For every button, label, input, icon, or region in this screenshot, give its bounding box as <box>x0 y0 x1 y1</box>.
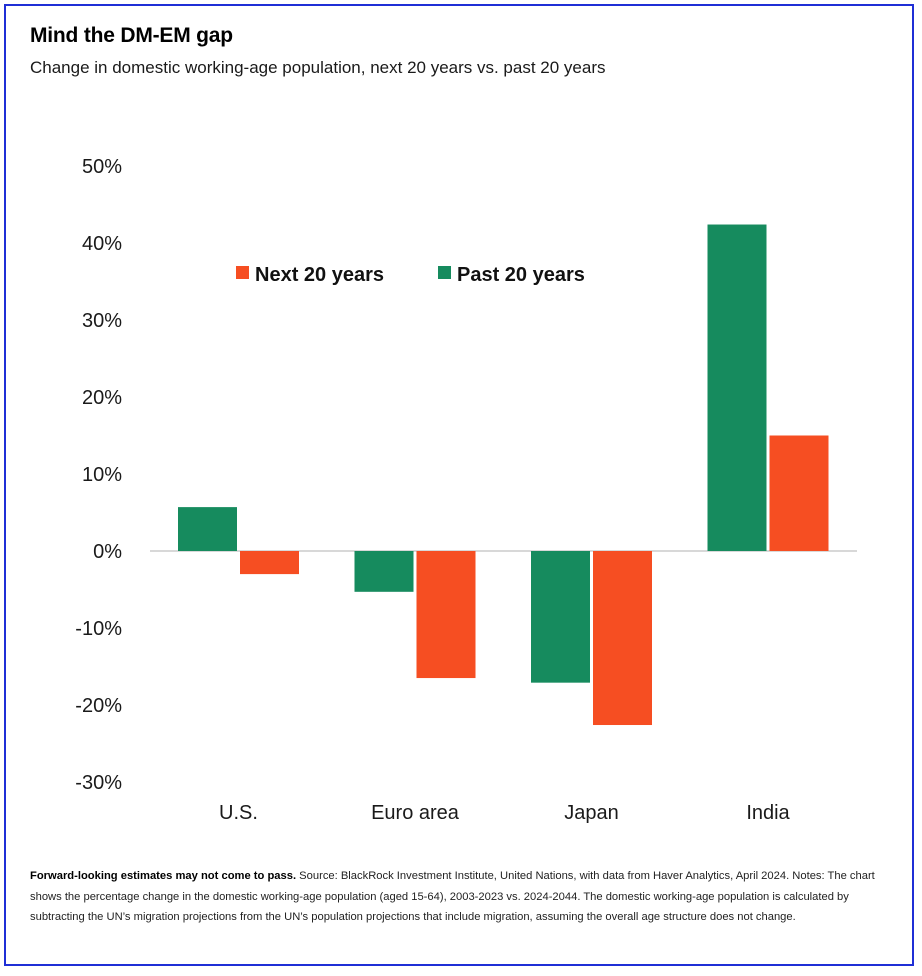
legend-swatch <box>438 266 451 279</box>
bars <box>178 224 829 726</box>
x-tick-label: Japan <box>564 802 619 824</box>
y-tick-label: 0% <box>93 541 122 563</box>
y-tick-label: 50% <box>82 156 122 178</box>
bar-u-s-next <box>240 551 299 575</box>
footnote-text: Source: BlackRock Investment Institute, … <box>30 870 875 923</box>
x-tick-label: Euro area <box>371 802 460 824</box>
y-tick-label: 10% <box>82 464 122 486</box>
y-tick-label: 20% <box>82 387 122 409</box>
y-tick-label: 40% <box>82 233 122 255</box>
x-tick-label: India <box>746 802 790 824</box>
bar-india-next <box>769 435 829 551</box>
x-tick-label: U.S. <box>219 802 258 824</box>
y-axis: 50% 40% 30% 20% 10% 0% -10% -20% -30% <box>75 156 122 794</box>
bar-euro-area-past <box>354 551 414 592</box>
bar-euro-area-next <box>416 551 476 679</box>
legend-label: Next 20 years <box>255 264 384 286</box>
footnote-disclaimer: Forward-looking estimates may not come t… <box>30 870 297 882</box>
bar-japan-next <box>593 551 652 726</box>
chart-subtitle: Change in domestic working-age populatio… <box>30 58 606 77</box>
y-tick-label: -20% <box>75 695 122 717</box>
legend-swatch <box>236 266 249 279</box>
footnote: Forward-looking estimates may not come t… <box>30 866 895 928</box>
bar-japan-past <box>531 551 590 683</box>
legend-label: Past 20 years <box>457 264 585 286</box>
legend: Next 20 years Past 20 years <box>236 264 585 286</box>
y-tick-label: -30% <box>75 772 122 794</box>
y-tick-label: -10% <box>75 618 122 640</box>
bar-india-past <box>707 224 767 551</box>
bar-chart: 50% 40% 30% 20% 10% 0% -10% -20% -30% U.S. Euro a… <box>75 156 857 824</box>
y-tick-label: 30% <box>82 310 122 332</box>
x-axis: U.S. Euro area Japan India <box>219 802 791 824</box>
chart-title: Mind the DM-EM gap <box>30 24 233 47</box>
bar-u-s-past <box>178 507 237 551</box>
